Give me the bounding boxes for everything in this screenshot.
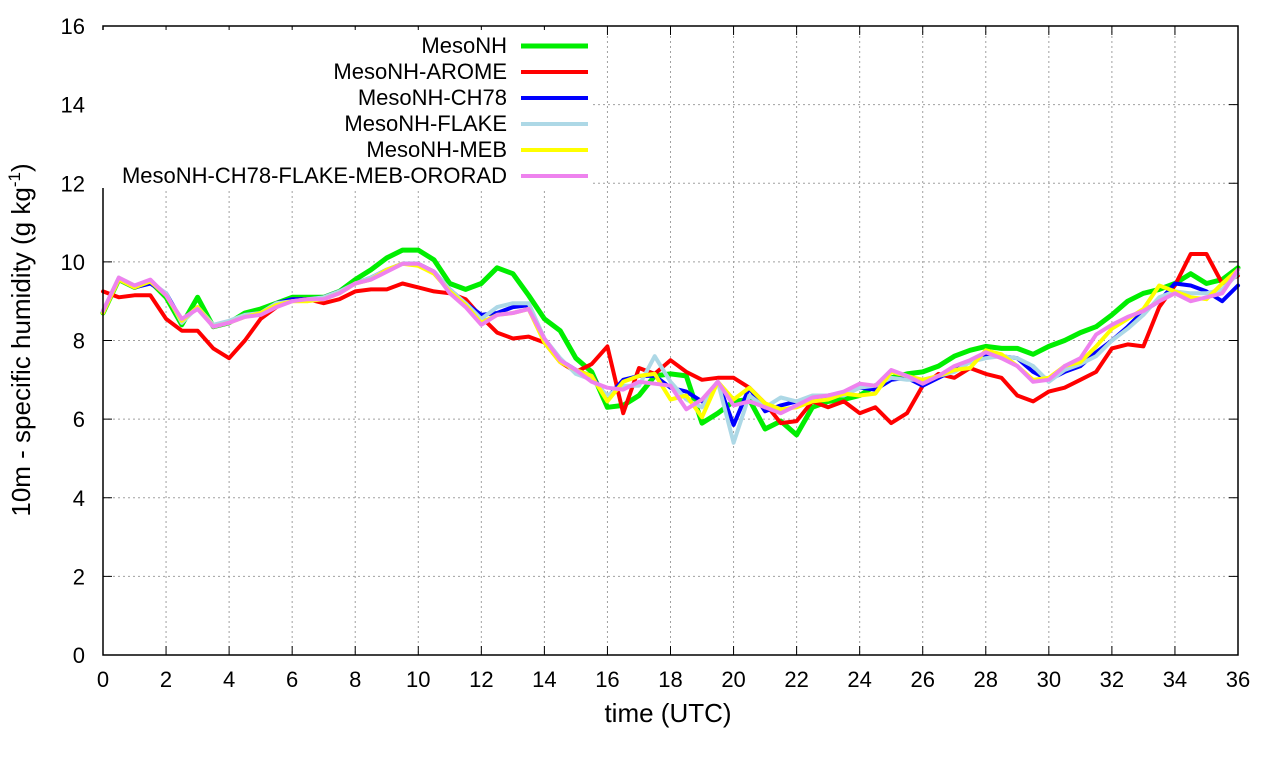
- x-tick-label: 28: [974, 667, 998, 692]
- legend-label: MesoNH-FLAKE: [344, 111, 507, 136]
- x-tick-label: 20: [721, 667, 745, 692]
- x-tick-label: 8: [349, 667, 361, 692]
- grid: [103, 26, 1238, 655]
- y-tick-label: 16: [61, 14, 85, 39]
- x-tick-label: 16: [595, 667, 619, 692]
- legend-label: MesoNH-CH78: [358, 85, 507, 110]
- y-tick-label: 12: [61, 171, 85, 196]
- legend-label: MesoNH-MEB: [366, 137, 507, 162]
- tick-labels: 0 2 4 6 8 10 12 14 16 18 20 22 24 26 28 30 32 34 360246810…: [61, 14, 1251, 692]
- legend-label: MesoNH: [421, 33, 507, 58]
- x-tick-label: 18: [658, 667, 682, 692]
- y-tick-label: 6: [73, 407, 85, 432]
- x-tick-label: 34: [1163, 667, 1187, 692]
- y-tick-label: 4: [73, 486, 85, 511]
- x-tick-label: 24: [847, 667, 871, 692]
- y-tick-label: 8: [73, 329, 85, 354]
- x-tick-label: 2: [160, 667, 172, 692]
- x-axis-label: time (UTC): [604, 698, 731, 728]
- legend: MesoNHMesoNH-AROMEMesoNH-CH78MesoNH-FLAK…: [88, 30, 593, 188]
- y-tick-label: 0: [73, 643, 85, 668]
- y-axis-label: 10m - specific humidity (g kg-1): [5, 163, 36, 516]
- x-tick-label: 32: [1100, 667, 1124, 692]
- series-line-mesonh-ch78-flake-meb-ororad: [101, 261, 1240, 416]
- y-axis-label-sup: -1: [5, 172, 24, 187]
- x-tick-label: 30: [1037, 667, 1061, 692]
- x-tick-label: 4: [223, 667, 235, 692]
- legend-label: MesoNH-CH78-FLAKE-MEB-ORORAD: [122, 163, 507, 188]
- legend-label: MesoNH-AROME: [333, 59, 507, 84]
- x-tick-label: 0: [97, 667, 109, 692]
- x-tick-label: 14: [532, 667, 556, 692]
- y-tick-label: 14: [61, 93, 85, 118]
- x-tick-label: 10: [406, 667, 430, 692]
- x-tick-label: 12: [469, 667, 493, 692]
- x-tick-label: 36: [1226, 667, 1250, 692]
- series-layer: [100, 247, 1241, 445]
- x-tick-label: 22: [784, 667, 808, 692]
- y-tick-label: 10: [61, 250, 85, 275]
- y-axis-label-close: ): [6, 163, 36, 172]
- x-tick-label: 6: [286, 667, 298, 692]
- legend-background: [88, 30, 593, 188]
- x-tick-label: 26: [910, 667, 934, 692]
- y-axis-label-main: 10m - specific humidity (g kg: [6, 187, 36, 516]
- y-tick-label: 2: [73, 564, 85, 589]
